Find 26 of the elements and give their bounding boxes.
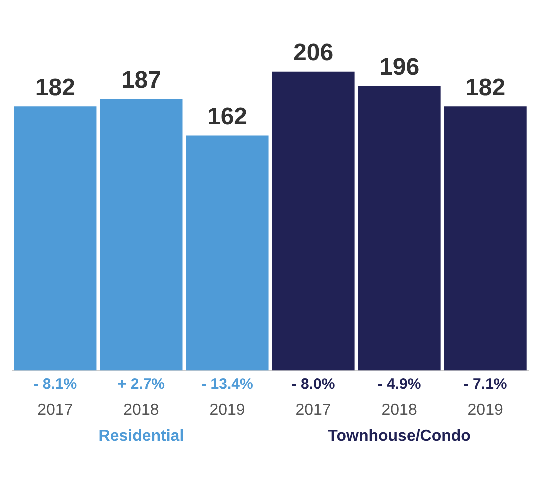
x-tick-label: 2018 [382,402,418,419]
bar [14,106,97,371]
text: Residential [98,428,184,446]
data-label: 187 [121,67,162,94]
data-label: 162 [207,103,248,130]
x-tick-label: 2017 [296,402,332,419]
text: - 8.1% [34,376,78,393]
data-label: 206 [293,39,334,66]
text: - 13.4% [202,376,254,393]
text: Townhouse/Condo [328,428,472,446]
data-label: 182 [35,74,76,102]
text: - 7.1% [464,376,508,393]
x-tick-label: 2019 [210,402,246,419]
bar [186,136,269,371]
text: - 4.9% [378,376,422,393]
x-tick-label: 2018 [124,402,160,419]
text: - 8.0% [292,376,336,393]
x-tick-label: 2017 [38,402,74,419]
bar [444,106,527,371]
text: + 2.7% [118,376,166,393]
data-label: 182 [466,74,506,102]
x-tick-label: 2019 [468,402,504,419]
bar [100,99,183,371]
bar [358,86,441,371]
bar [272,72,355,371]
data-label: 196 [380,54,420,81]
